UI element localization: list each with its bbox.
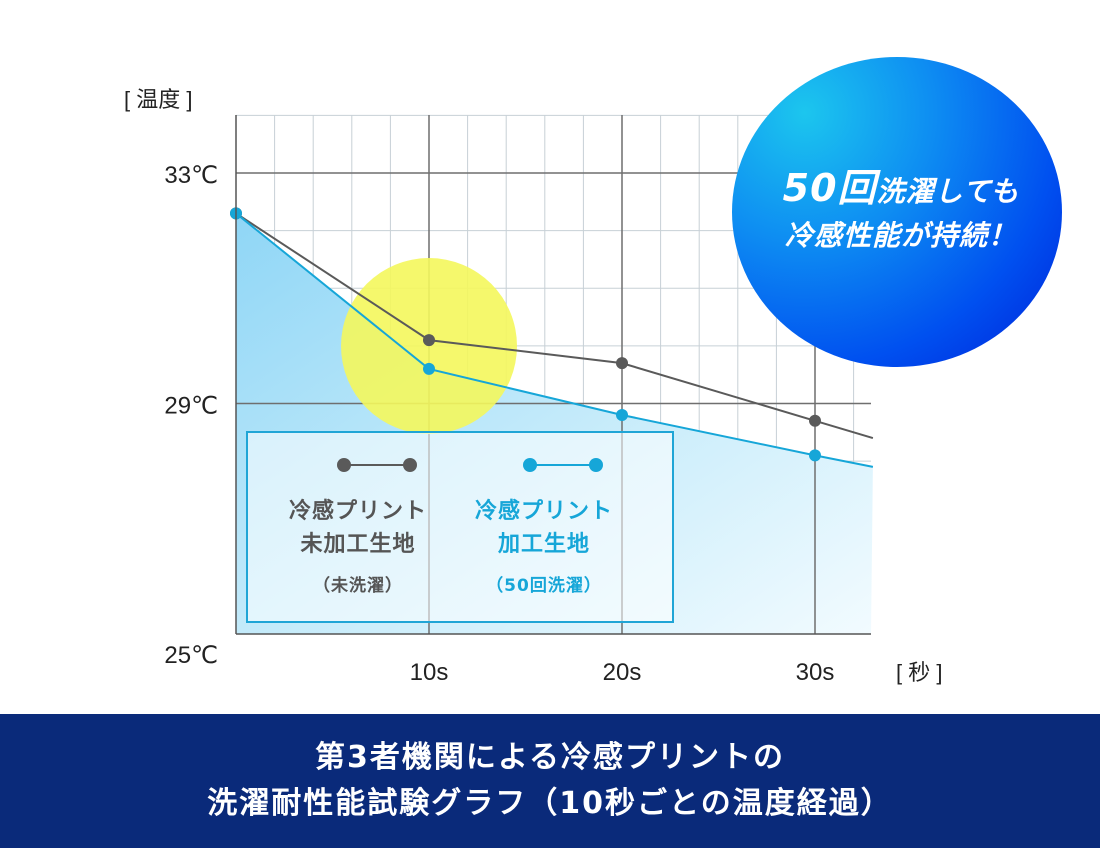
- legend-note-untreated: （未洗濯）: [313, 576, 403, 596]
- series-lines: [230, 207, 874, 468]
- legend-item-untreated: 冷感プリント 未加工生地 （未洗濯）: [258, 453, 458, 596]
- legend-label-untreated: 冷感プリント 未加工生地: [288, 499, 427, 557]
- badge-line1: 洗濯しても: [876, 175, 1020, 208]
- caption-line2: 洗濯耐性能試験グラフ（10秒ごとの温度経過）: [207, 786, 893, 821]
- axes: 33℃ 29℃ 25℃ 10s 20s 30s: [164, 115, 871, 686]
- y-tick-label: 25℃: [164, 642, 218, 669]
- legend-item-treated: 冷感プリント 加工生地 （50回洗濯）: [444, 453, 644, 596]
- legend-note-treated: （50回洗濯）: [486, 576, 602, 596]
- series-point-0: [809, 414, 821, 427]
- y-axis-label: [ 温度 ]: [124, 87, 192, 112]
- caption-line1: 第3者機関による冷感プリントの: [315, 740, 785, 775]
- legend-swatch-untreated: [258, 453, 458, 477]
- legend: 冷感プリント 未加工生地 （未洗濯） 冷感プリント 加工生地 （50回洗濯）: [246, 431, 674, 623]
- series-point-0: [423, 334, 435, 347]
- badge-number: 50回: [782, 166, 877, 210]
- x-axis-label: [ 秒 ]: [896, 660, 942, 685]
- legend-swatch-treated: [444, 453, 644, 477]
- y-tick-label: 29℃: [164, 393, 218, 420]
- series-point-1: [423, 362, 435, 375]
- y-tick-label: 33℃: [164, 162, 218, 189]
- caption-banner: 第3者機関による冷感プリントの 洗濯耐性能試験グラフ（10秒ごとの温度経過）: [0, 714, 1100, 848]
- highlight-badge: 50回洗濯しても 冷感性能が持続！: [732, 57, 1062, 367]
- x-tick-label: 20s: [603, 659, 642, 686]
- series-point-1: [809, 449, 821, 462]
- series-point-1: [616, 409, 628, 422]
- legend-label-treated: 冷感プリント 加工生地: [474, 499, 613, 557]
- x-tick-label: 30s: [796, 659, 835, 686]
- x-tick-label: 10s: [410, 659, 449, 686]
- series-point-0: [616, 357, 628, 370]
- badge-line2: 冷感性能が持続！: [784, 219, 1017, 252]
